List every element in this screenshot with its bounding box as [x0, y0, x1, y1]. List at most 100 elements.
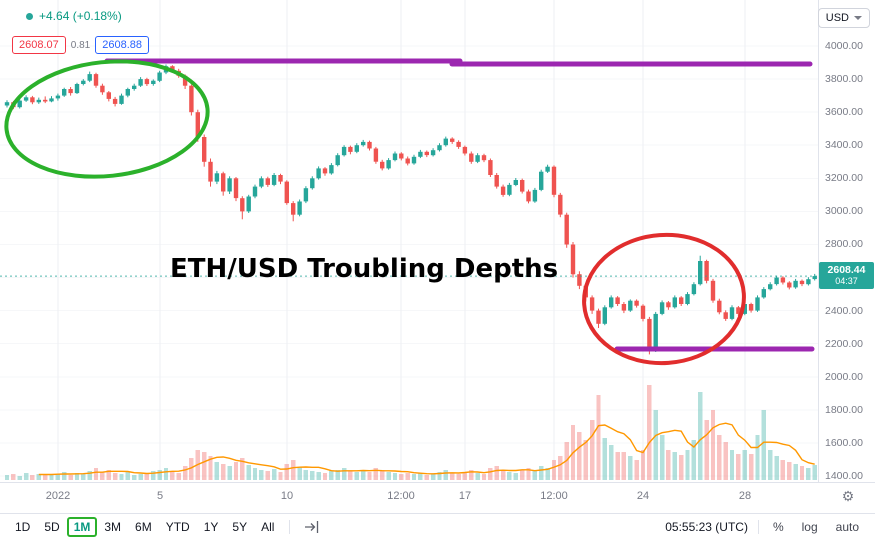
- volume-bar: [246, 465, 251, 480]
- range-button-3m[interactable]: 3M: [104, 519, 122, 534]
- currency-dropdown[interactable]: USD: [817, 8, 870, 28]
- candlestick-chart[interactable]: [0, 0, 818, 482]
- candle-body: [685, 294, 690, 304]
- volume-bar: [227, 466, 232, 480]
- volume-bar: [450, 473, 455, 480]
- candle-body: [596, 310, 601, 324]
- candle-body: [399, 153, 404, 159]
- candle-body: [774, 277, 779, 285]
- volume-bar: [17, 476, 22, 480]
- candle-body: [265, 178, 270, 185]
- volume-bar: [49, 474, 54, 480]
- range-button-5d[interactable]: 5D: [44, 519, 60, 534]
- volume-bar: [659, 435, 665, 480]
- auto-scale-button[interactable]: auto: [835, 519, 859, 534]
- range-button-all[interactable]: All: [261, 519, 275, 534]
- volume-bar: [221, 464, 226, 480]
- candle-body: [151, 80, 156, 84]
- candle-body: [806, 279, 811, 285]
- volume-bar: [710, 410, 716, 480]
- candle-body: [602, 307, 607, 324]
- candle-body: [125, 89, 130, 96]
- candle-body: [30, 97, 35, 103]
- volume-bar: [36, 474, 41, 480]
- clock-utc[interactable]: 05:55:23 (UTC): [665, 519, 748, 534]
- candle-body: [68, 89, 73, 94]
- candle-body: [316, 168, 321, 179]
- candle-body: [329, 165, 334, 174]
- candle-body: [742, 304, 747, 314]
- range-button-6m[interactable]: 6M: [135, 519, 152, 534]
- range-button-5y[interactable]: 5Y: [232, 519, 248, 534]
- candle-body: [793, 280, 798, 288]
- volume-bar: [424, 475, 429, 480]
- volume-bar: [100, 472, 105, 480]
- candle-body: [456, 141, 461, 147]
- price-axis-label: 2800.00: [825, 238, 863, 251]
- candle-body: [348, 146, 353, 152]
- percent-scale-button[interactable]: %: [772, 519, 784, 534]
- candle-body: [812, 276, 817, 280]
- range-button-ytd[interactable]: YTD: [165, 519, 190, 534]
- volume-bar: [399, 474, 404, 480]
- candle-body: [310, 178, 315, 189]
- candle-body: [49, 98, 54, 102]
- candle-body: [551, 166, 557, 195]
- candle-body: [710, 280, 716, 301]
- candle-body: [717, 300, 722, 313]
- volume-bar: [666, 450, 671, 480]
- candle-body: [322, 168, 328, 174]
- candle-body: [666, 302, 671, 308]
- volume-bar: [182, 466, 188, 480]
- spread-value: 0.81: [70, 39, 91, 51]
- candle-body: [628, 300, 633, 311]
- volume-bar: [341, 468, 347, 480]
- candle-body: [132, 85, 137, 89]
- volume-bar: [640, 450, 646, 480]
- price-axis-label: 1800.00: [825, 403, 863, 416]
- go-to-date-icon[interactable]: [304, 520, 320, 534]
- candle-body: [55, 95, 61, 99]
- volume-bar: [335, 470, 340, 480]
- candle-body: [698, 261, 703, 285]
- range-button-1d[interactable]: 1D: [15, 519, 31, 534]
- volume-bar: [513, 473, 518, 480]
- candle-countdown: 04:37: [835, 276, 858, 287]
- ask-price-button[interactable]: 2608.88: [95, 36, 149, 54]
- candle-body: [545, 166, 550, 172]
- candle-body: [221, 173, 226, 192]
- volume-bar: [176, 473, 181, 480]
- volume-bar: [405, 473, 410, 480]
- volume-bar: [55, 474, 61, 480]
- log-scale-button[interactable]: log: [801, 519, 818, 534]
- volume-bar: [609, 445, 614, 480]
- bid-price-button[interactable]: 2608.07: [12, 36, 66, 54]
- candle-body: [469, 153, 474, 162]
- volume-bar: [380, 470, 385, 480]
- candle-body: [81, 80, 86, 84]
- symbol-legend: +4.64 (+0.18%): [26, 9, 122, 23]
- range-button-1m[interactable]: 1M: [66, 516, 98, 537]
- red-ellipse-annotation: [582, 232, 746, 366]
- candle-body: [659, 302, 665, 314]
- time-axis-label: 12:00: [387, 490, 415, 502]
- candle-body: [755, 297, 760, 311]
- time-axis-label: 28: [738, 490, 752, 502]
- volume-bar: [717, 435, 722, 480]
- volume-ma-line: [38, 422, 815, 476]
- price-axis-label: 2200.00: [825, 337, 863, 350]
- time-axis[interactable]: 2022 5 10 12:00 17 12:00 24 28: [0, 482, 875, 514]
- price-axis[interactable]: 4000.00 3800.00 3600.00 3400.00 3200.00 3000.…: [818, 0, 875, 482]
- range-button-1y[interactable]: 1Y: [203, 519, 219, 534]
- gear-icon[interactable]: ⚙: [841, 488, 855, 504]
- candle-body: [144, 79, 150, 85]
- candle-body: [609, 297, 614, 308]
- volume-bar: [23, 473, 29, 480]
- candle-body: [392, 153, 398, 161]
- candle-body: [564, 214, 569, 245]
- volume-bar: [729, 450, 735, 480]
- volume-bar: [723, 442, 728, 480]
- candle-body: [367, 141, 372, 149]
- volume-bar: [271, 469, 277, 480]
- volume-bar: [462, 472, 468, 480]
